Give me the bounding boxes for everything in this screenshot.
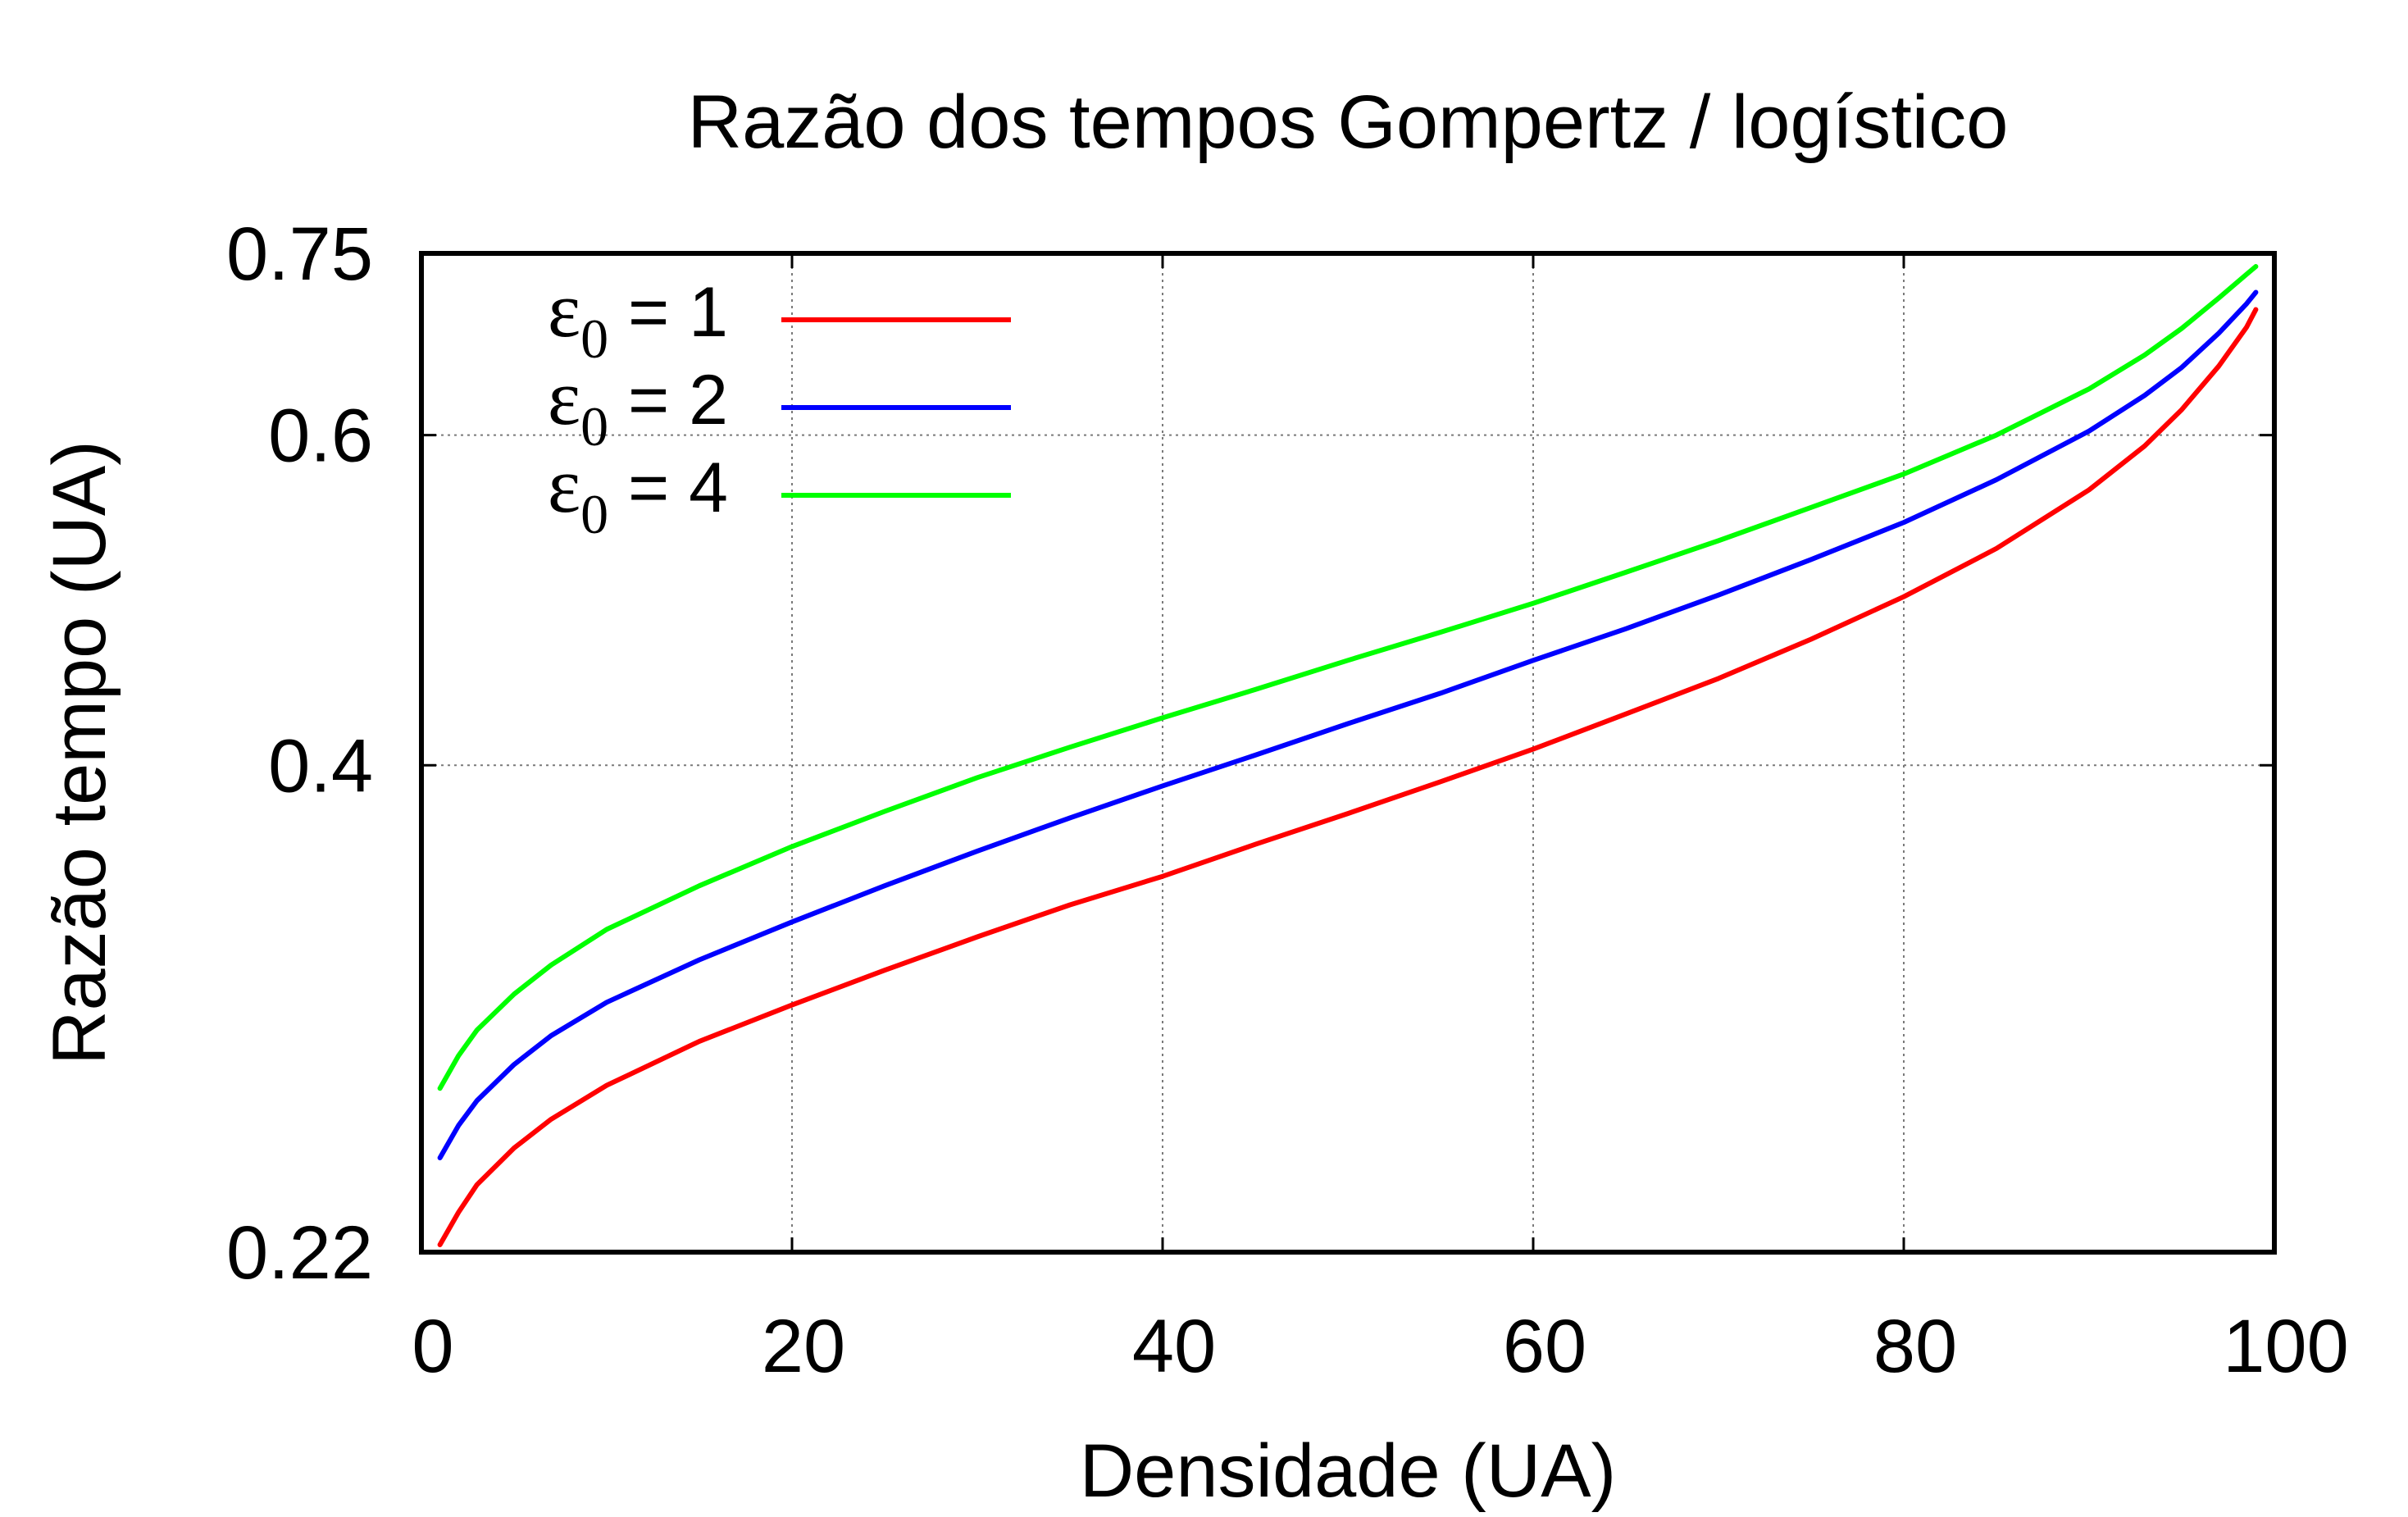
legend-value: 4 — [689, 449, 728, 527]
legend-equals: = — [608, 273, 689, 352]
y-axis-label: Razão tempo (UA) — [38, 440, 121, 1065]
grid-lines — [421, 253, 2274, 1252]
plot-frame — [419, 251, 2277, 1255]
legend-symbol: ε — [548, 353, 580, 441]
x-tick-label: 0 — [412, 1305, 453, 1388]
y-tick-labels: 0.22 0.4 0.6 0.75 — [226, 212, 373, 1295]
y-tick-label: 0.75 — [226, 212, 373, 296]
legend-value: 1 — [689, 273, 728, 352]
legend-subscript: 0 — [580, 395, 608, 458]
series-line-eps0-2 — [437, 289, 2259, 1160]
legend-equals: = — [608, 361, 689, 440]
legend-label: ε0 = 1 — [548, 266, 728, 370]
series-line-eps0-4 — [437, 264, 2259, 1091]
legend: ε0 = 1ε0 = 2ε0 = 4 — [548, 266, 1011, 545]
legend-label: ε0 = 2 — [548, 353, 728, 458]
x-tick-label: 20 — [762, 1305, 845, 1388]
x-tick-label: 80 — [1873, 1305, 1957, 1388]
legend-symbol: ε — [548, 266, 580, 353]
legend-value: 2 — [689, 361, 728, 440]
legend-label: ε0 = 4 — [548, 441, 728, 545]
legend-symbol: ε — [548, 441, 580, 529]
y-tick-label: 0.6 — [268, 394, 373, 478]
legend-equals: = — [608, 449, 689, 527]
x-tick-labels: 0 20 40 60 80 100 — [412, 1305, 2348, 1388]
x-tick-label: 100 — [2223, 1305, 2349, 1388]
series-lines — [437, 264, 2259, 1247]
chart-title: Razão dos tempos Gompertz / logístico — [688, 80, 2009, 164]
y-tick-label: 0.22 — [226, 1211, 373, 1295]
legend-subscript: 0 — [580, 483, 608, 545]
legend-subscript: 0 — [580, 308, 608, 370]
x-axis-label: Densidade (UA) — [1080, 1429, 1617, 1513]
y-tick-label: 0.4 — [268, 724, 373, 808]
x-tick-label: 60 — [1503, 1305, 1586, 1388]
x-tick-label: 40 — [1132, 1305, 1216, 1388]
series-line-eps0-1 — [437, 307, 2259, 1247]
